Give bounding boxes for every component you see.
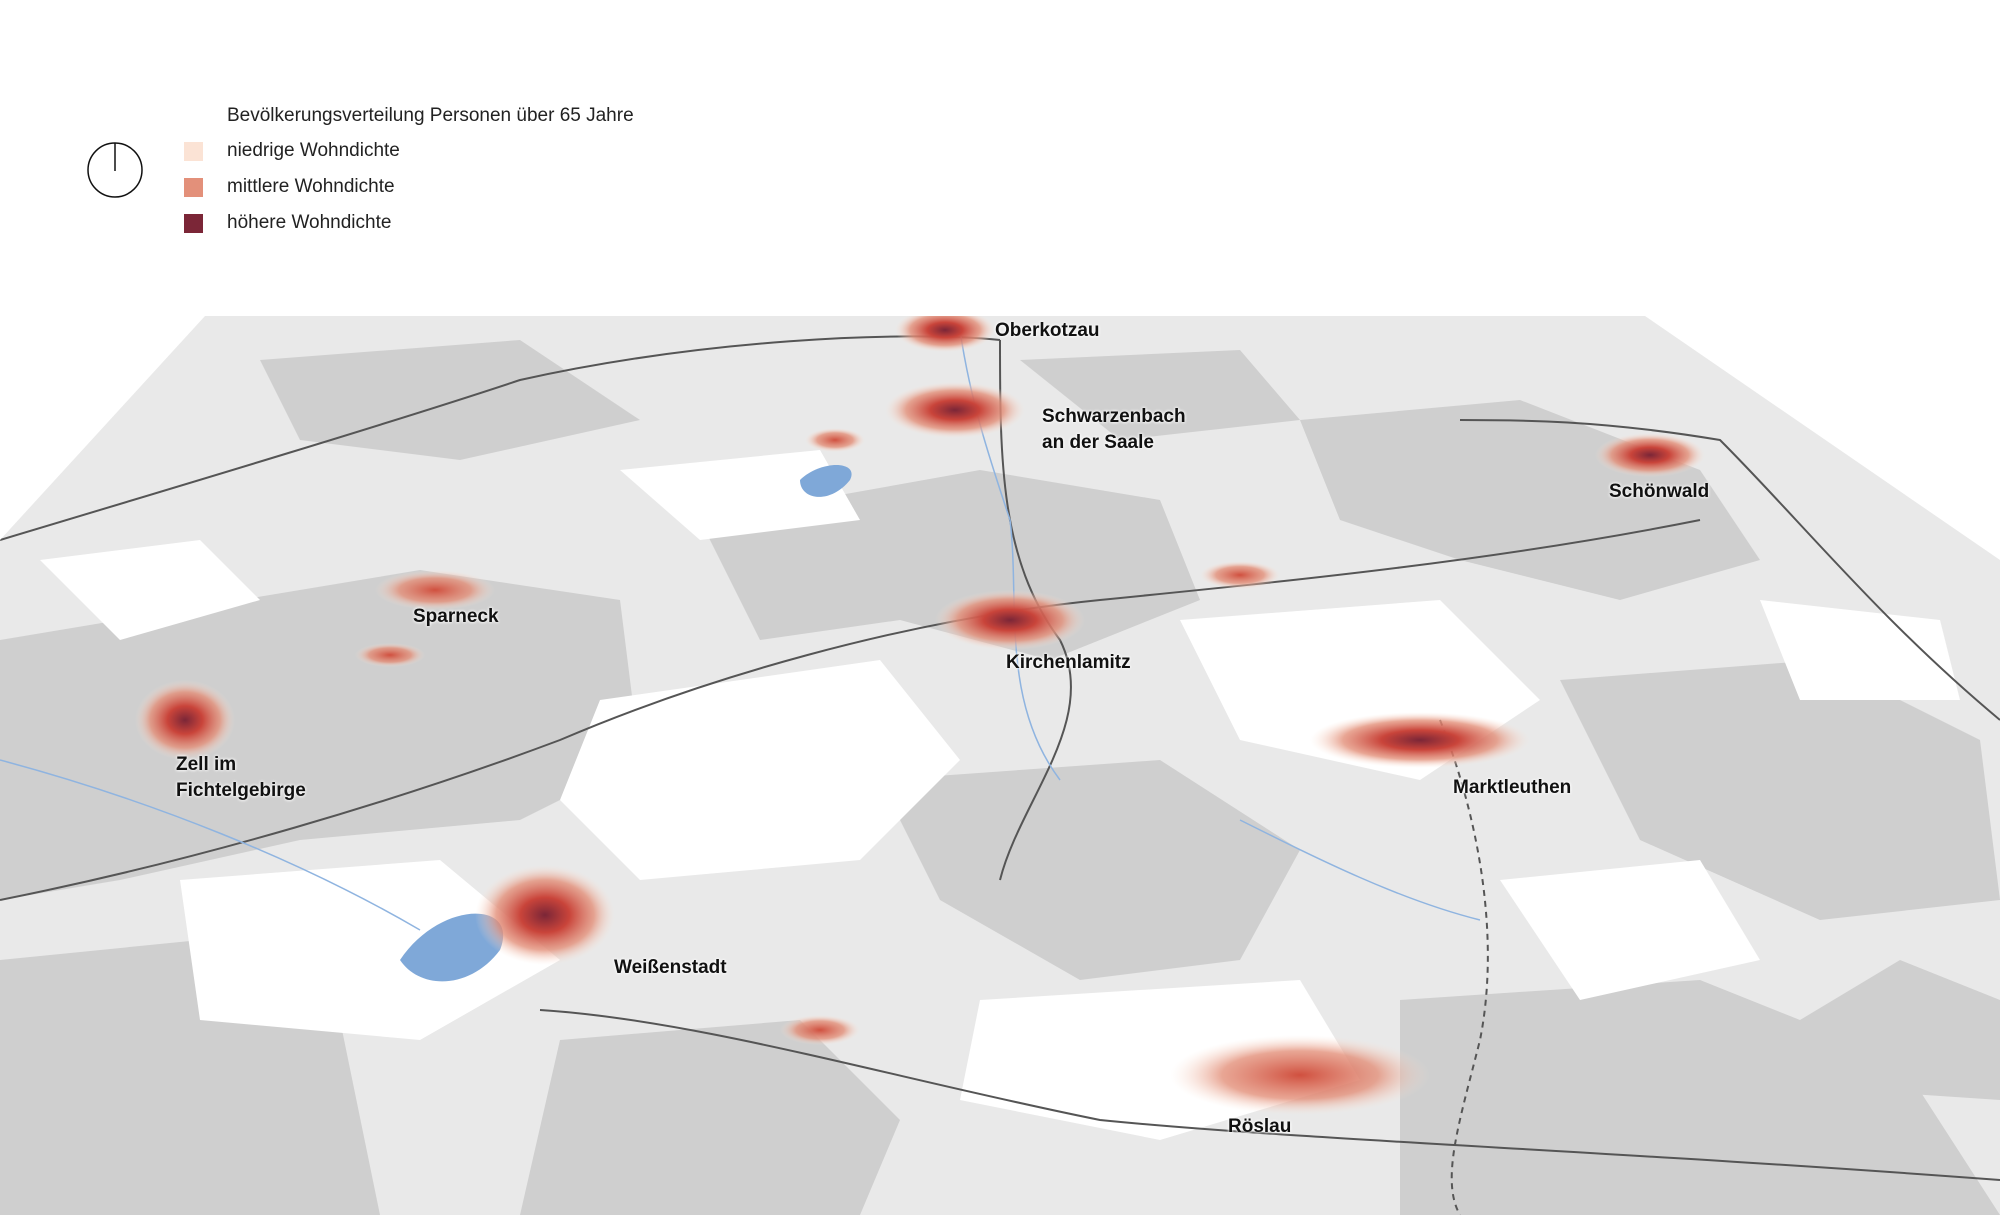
legend-label: höhere Wohndichte <box>227 212 392 233</box>
density-peaks <box>135 316 1705 1115</box>
legend-item-high: höhere Wohndichte <box>184 210 391 236</box>
north-arrow-icon <box>87 142 143 198</box>
place-label: Zell im Fichtelgebirge <box>176 752 306 804</box>
boundaries <box>0 335 2000 1215</box>
place-label: Oberkotzau <box>995 320 1100 341</box>
legend-swatch-medium <box>184 177 203 197</box>
legend-swatch-high <box>184 213 203 233</box>
legend-item-low: niedrige Wohndichte <box>184 138 400 164</box>
place-label: Kirchenlamitz <box>1006 652 1131 673</box>
place-label: Schönwald <box>1609 481 1710 502</box>
place-label-line: an der Saale <box>1042 432 1154 453</box>
place-label: Marktleuthen <box>1453 777 1572 798</box>
legend-label: mittlere Wohndichte <box>227 176 395 197</box>
place-label: Weißenstadt <box>614 957 727 978</box>
legend-item-medium: mittlere Wohndichte <box>184 174 395 200</box>
place-label: Sparneck <box>413 606 499 627</box>
legend-title: Bevölkerungsverteilung Personen über 65 … <box>227 105 634 126</box>
place-label-line: Zell im <box>176 754 237 775</box>
place-label-line: Fichtelgebirge <box>176 780 306 801</box>
legend-label: niedrige Wohndichte <box>227 140 400 161</box>
lakes <box>400 465 852 982</box>
place-label: Röslau <box>1228 1116 1292 1137</box>
place-label-line: Schwarzenbach <box>1042 406 1186 427</box>
legend-swatch-low <box>184 141 203 161</box>
place-label: Schwarzenbach an der Saale <box>1042 404 1186 456</box>
